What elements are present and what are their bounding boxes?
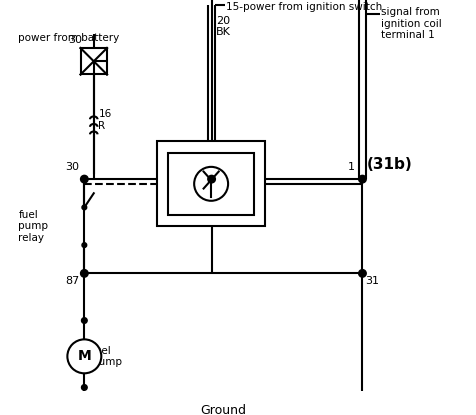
Text: (31b): (31b): [367, 156, 413, 171]
Bar: [168, 153, 254, 215]
Text: 30: 30: [68, 35, 82, 45]
Text: 1: 1: [348, 161, 355, 171]
Text: fuel
pump: fuel pump: [92, 346, 122, 367]
Text: 20: 20: [216, 16, 230, 26]
Bar: [80, 48, 107, 74]
Text: 15-power from ignition switch: 15-power from ignition switch: [226, 2, 382, 12]
Circle shape: [358, 176, 366, 183]
Circle shape: [81, 318, 87, 323]
Text: R: R: [99, 121, 106, 131]
Text: 31: 31: [365, 276, 379, 286]
Text: 16: 16: [99, 110, 112, 120]
Text: 30: 30: [66, 161, 79, 171]
Text: fuel
pump
relay: fuel pump relay: [19, 210, 49, 243]
Text: signal from
ignition coil
terminal 1: signal from ignition coil terminal 1: [381, 7, 442, 40]
Circle shape: [194, 167, 228, 201]
Bar: [157, 142, 265, 226]
Text: power from battery: power from battery: [19, 33, 119, 43]
Circle shape: [81, 385, 87, 390]
Circle shape: [82, 205, 87, 210]
Text: BK: BK: [216, 27, 231, 37]
Text: M: M: [78, 349, 91, 364]
Circle shape: [68, 339, 101, 374]
Text: Ground: Ground: [200, 405, 247, 415]
Circle shape: [82, 243, 87, 247]
Circle shape: [80, 270, 88, 277]
Text: 15: 15: [193, 161, 207, 171]
Circle shape: [208, 176, 215, 183]
Circle shape: [358, 270, 366, 277]
Circle shape: [80, 176, 88, 183]
Text: 87: 87: [65, 276, 79, 286]
